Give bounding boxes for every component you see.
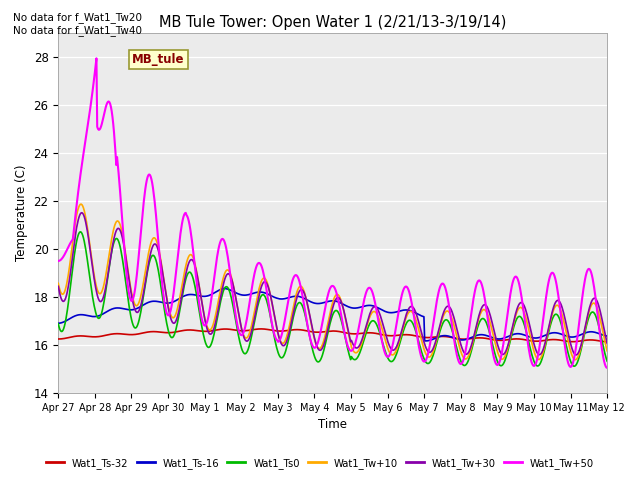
Text: MB_tule: MB_tule	[132, 53, 185, 66]
Text: No data for f_Wat1_Tw40: No data for f_Wat1_Tw40	[13, 25, 142, 36]
Title: MB Tule Tower: Open Water 1 (2/21/13-3/19/14): MB Tule Tower: Open Water 1 (2/21/13-3/1…	[159, 15, 506, 30]
Text: No data for f_Wat1_Tw20: No data for f_Wat1_Tw20	[13, 12, 142, 23]
X-axis label: Time: Time	[318, 419, 348, 432]
Y-axis label: Temperature (C): Temperature (C)	[15, 165, 28, 261]
Legend: Wat1_Ts-32, Wat1_Ts-16, Wat1_Ts0, Wat1_Tw+10, Wat1_Tw+30, Wat1_Tw+50: Wat1_Ts-32, Wat1_Ts-16, Wat1_Ts0, Wat1_T…	[42, 454, 598, 473]
